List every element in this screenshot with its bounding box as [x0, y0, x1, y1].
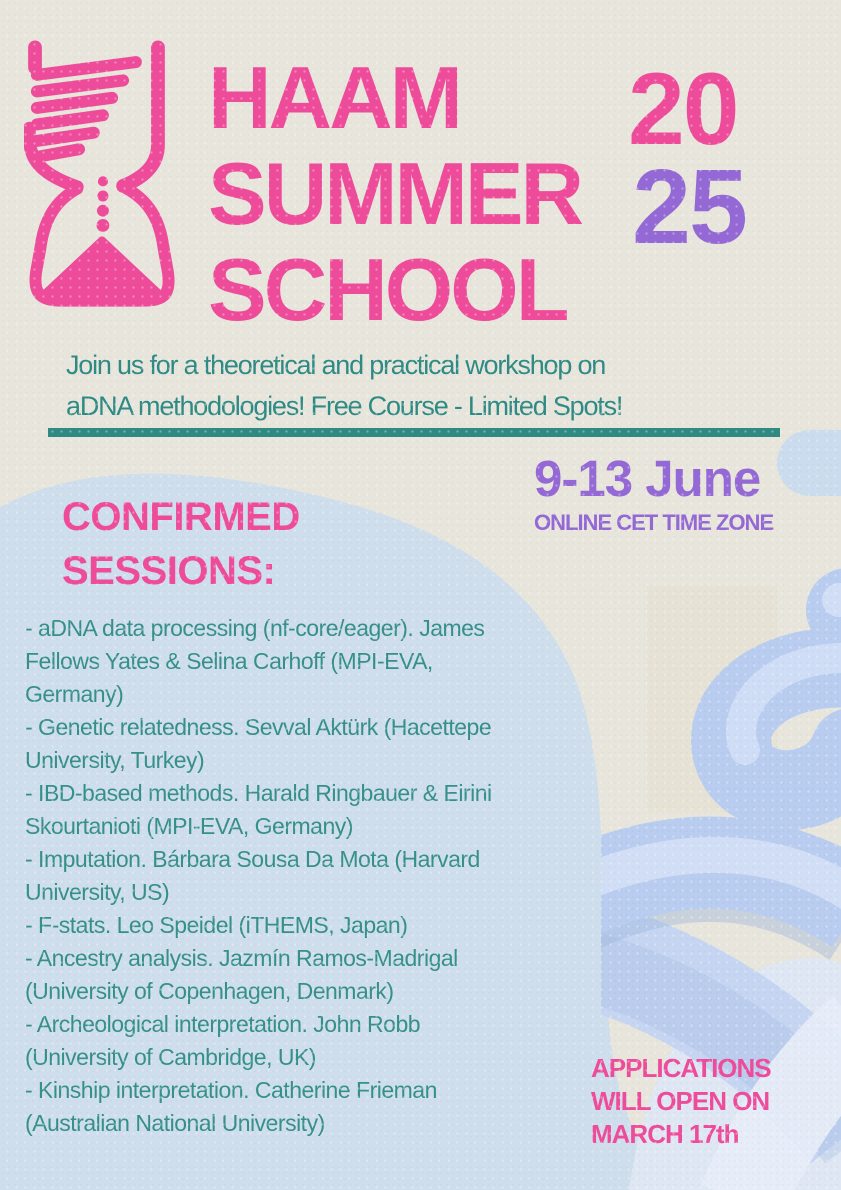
sessions-heading: CONFIRMED SESSIONS: [62, 495, 300, 593]
title-line: SCHOOL [208, 240, 569, 339]
session-item: - Ancestry analysis. Jazmín Ramos-Madrig… [25, 945, 458, 1004]
title-line: SUMMER [208, 144, 584, 243]
session-item: - Kinship interpretation. Catherine Frie… [25, 1077, 437, 1136]
session-item: - Genetic relatedness. Sevval Aktürk (Ha… [25, 714, 492, 773]
blue-3d-spiral-graphic [601, 568, 841, 1190]
session-item: - Imputation. Bárbara Sousa Da Mota (Har… [25, 846, 480, 905]
applications-note: APPLICATIONS WILL OPEN ON MARCH 17th [591, 1053, 772, 1149]
dates-block: 9-13 June ONLINE CET TIME ZONE [534, 450, 774, 536]
title-divider [48, 428, 780, 437]
poster-title: HAAM SUMMER SCHOOL [208, 48, 584, 339]
session-item: - IBD-based methods. Harald Ringbauer & … [25, 780, 492, 839]
session-item: - Archeological interpretation. John Rob… [25, 1011, 421, 1070]
date-range: 9-13 June [534, 450, 761, 507]
left-blob-shape [0, 473, 700, 1190]
hourglass-dna-icon [24, 40, 175, 307]
year-bottom-25: 25 [632, 147, 748, 266]
sessions-list: - aDNA data processing (nf-core/eager). … [25, 612, 570, 1140]
tagline: Join us for a theoretical and practical … [66, 350, 623, 421]
year-badge: 20 25 [628, 52, 748, 266]
timezone-label: ONLINE CET TIME ZONE [534, 510, 774, 535]
top-right-tube-blob [777, 430, 841, 496]
year-top-20: 20 [628, 52, 739, 166]
title-line: HAAM [208, 48, 463, 147]
session-item: - aDNA data processing (nf-core/eager). … [25, 615, 485, 707]
session-item: - F-stats. Leo Speidel (iTHEMS, Japan) [25, 912, 408, 938]
